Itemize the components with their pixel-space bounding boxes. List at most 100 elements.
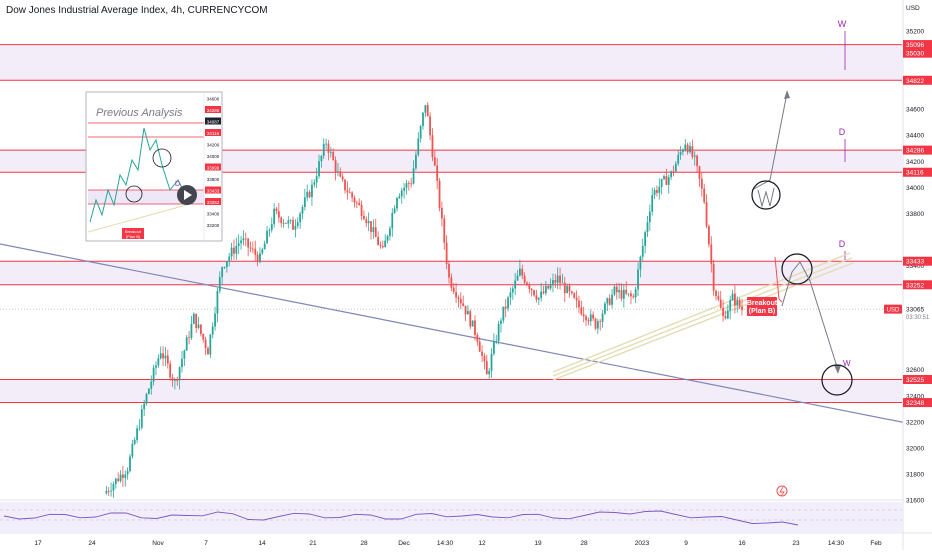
inset-price-label: 34116 <box>207 131 220 136</box>
x-tick-label: 21 <box>309 540 317 547</box>
candle-body <box>164 355 167 359</box>
currency-badge-label: USD <box>887 308 900 314</box>
w-pattern-1 <box>757 187 775 208</box>
inset-title: Previous Analysis <box>96 107 183 119</box>
candle-body <box>459 298 462 304</box>
candle-body <box>689 146 691 153</box>
candle-body <box>240 240 242 244</box>
candle-body <box>322 143 325 156</box>
candle-body <box>389 228 391 236</box>
candle-body <box>684 144 687 151</box>
inset-price-path <box>89 127 187 223</box>
candle-body <box>299 213 302 223</box>
inset-price-label: 33252 <box>207 200 220 205</box>
candle-body <box>516 275 519 281</box>
descending-trendline <box>0 243 932 429</box>
candle-body <box>320 155 323 162</box>
candle-body <box>611 294 613 305</box>
candle-body <box>523 275 526 283</box>
candle-body <box>228 256 231 262</box>
channel-line <box>552 252 851 373</box>
candle-body <box>441 207 443 219</box>
candle-body <box>393 208 396 214</box>
candle-body <box>656 189 658 193</box>
x-tick-label: 12 <box>478 540 486 547</box>
trendlines-layer <box>0 243 932 429</box>
candle-body <box>462 303 465 306</box>
candle-body <box>277 211 280 218</box>
candle-body <box>129 456 131 472</box>
candle-body <box>273 208 276 225</box>
inset-circle <box>125 185 143 203</box>
candle-body <box>145 393 148 404</box>
price-level-tag <box>903 256 932 266</box>
inset-channel <box>87 203 191 233</box>
candle-body <box>507 297 509 309</box>
candle-body <box>698 166 701 179</box>
inset-zone <box>88 190 204 204</box>
candle-body <box>710 244 713 264</box>
candle-body <box>296 222 299 226</box>
x-tick-label: 28 <box>360 540 368 547</box>
candle-body <box>355 202 358 204</box>
plan-label: (Plan B) <box>749 308 775 315</box>
candle-body <box>672 171 675 173</box>
candle-body <box>722 307 724 317</box>
candle-body <box>114 478 117 485</box>
candle-body <box>724 316 727 319</box>
candle-body <box>670 171 673 178</box>
inset-price-label: 33200 <box>207 223 220 228</box>
candle-body <box>563 282 566 294</box>
candle-body <box>492 341 495 354</box>
candle-body <box>282 222 285 224</box>
candle-body <box>526 282 528 285</box>
candle-body <box>646 222 649 233</box>
candle-body <box>511 288 514 293</box>
candle-body <box>632 296 635 298</box>
candle-body <box>112 484 115 491</box>
inset-breakout: Breakout <box>125 229 142 234</box>
candle-body <box>136 428 138 441</box>
candle-body <box>448 263 450 278</box>
candle-body <box>181 358 183 368</box>
candle-body <box>738 299 741 307</box>
breakout-label: Breakout <box>747 300 778 307</box>
header-layer: Dow Jones Industrial Average Index, 4h, … <box>6 5 268 16</box>
candle-body <box>679 152 682 155</box>
candle-body <box>509 292 512 298</box>
candle-body <box>303 197 306 207</box>
candle-body <box>360 205 363 217</box>
lightning-icon <box>776 485 788 497</box>
candle-body <box>119 474 122 481</box>
price-level-label: 34286 <box>906 148 924 155</box>
candle-body <box>419 126 422 139</box>
candle-body <box>639 256 642 270</box>
candle-body <box>124 474 127 478</box>
candle-body <box>377 237 380 245</box>
inset-badge: D <box>175 181 180 188</box>
price-level-tag <box>903 167 932 177</box>
candle-body <box>107 490 110 492</box>
candle-body <box>202 333 205 340</box>
candle-body <box>353 197 356 203</box>
candle-body <box>417 138 420 155</box>
candle-body <box>178 367 181 381</box>
price-level-label: 33433 <box>906 259 924 266</box>
x-tick-label: 28 <box>580 540 588 547</box>
rsi-layer: 40.00 <box>0 499 932 532</box>
candle-body <box>719 299 722 308</box>
candle-body <box>608 298 611 305</box>
candle-body <box>528 284 531 289</box>
y-tick-label: 33800 <box>906 211 924 218</box>
candle-body <box>365 219 368 224</box>
price-level-tag <box>903 375 932 384</box>
candle-body <box>405 183 408 188</box>
candle-body <box>542 291 545 294</box>
candle-body <box>424 105 427 113</box>
candle-body <box>618 290 621 293</box>
candle-body <box>599 321 602 323</box>
candle-body <box>221 267 224 278</box>
candle-body <box>587 320 590 322</box>
candle-body <box>337 171 339 173</box>
